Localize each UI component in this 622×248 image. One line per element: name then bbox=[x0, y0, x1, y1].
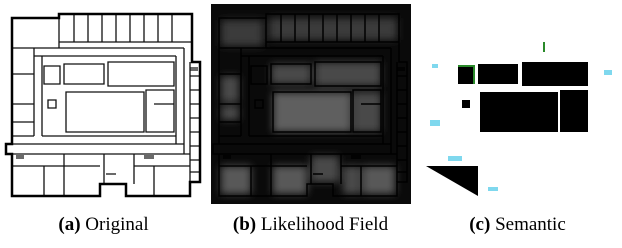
panel-caption: Semantic bbox=[495, 214, 566, 235]
semantic-plan: .sem .wall, .sem .detail { stroke:#222; … bbox=[418, 4, 618, 204]
caption: (b) Likelihood Field bbox=[207, 214, 414, 236]
panel-label: (a) bbox=[58, 214, 80, 235]
panel-label: (b) bbox=[233, 214, 256, 235]
caption: (a) Original bbox=[0, 214, 207, 236]
panel-caption: Original bbox=[85, 214, 148, 235]
panel-caption: Likelihood Field bbox=[261, 214, 388, 235]
panel-label: (c) bbox=[469, 214, 490, 235]
original-plan bbox=[4, 4, 204, 204]
caption: (c) Semantic bbox=[414, 214, 621, 236]
outer-wall bbox=[6, 14, 200, 196]
figure: .sem .wall, .sem .detail { stroke:#222; … bbox=[0, 0, 622, 248]
likelihood-field bbox=[211, 4, 411, 204]
